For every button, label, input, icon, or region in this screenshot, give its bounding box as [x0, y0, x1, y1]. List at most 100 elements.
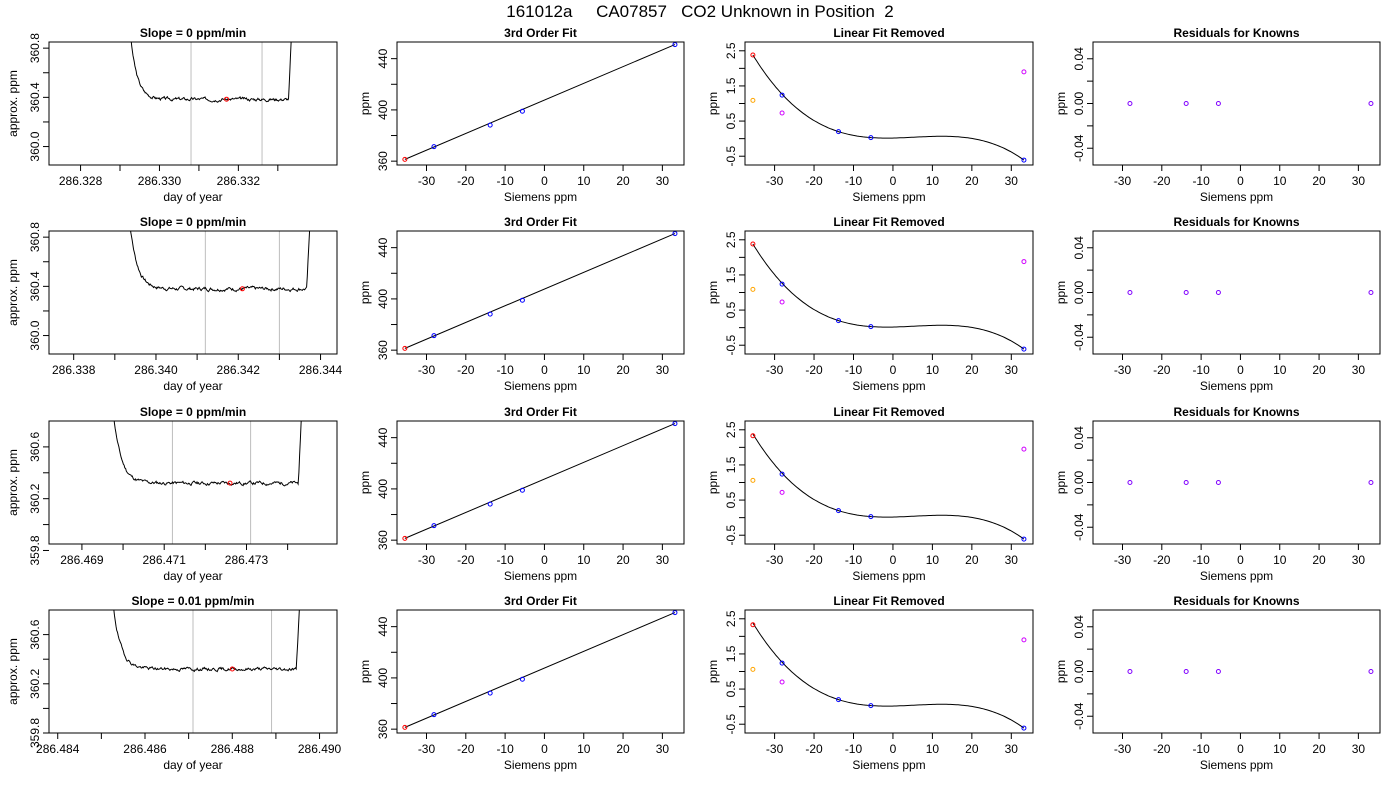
fit-line	[404, 423, 676, 539]
y-tick-label: 440	[376, 48, 390, 68]
x-axis-label: Siemens ppm	[504, 569, 577, 583]
data-point	[1183, 101, 1189, 106]
y-tick-label: 360.8	[28, 33, 42, 63]
y-tick-label: 360	[376, 151, 390, 171]
y-axis-label: ppm	[706, 281, 720, 304]
x-tick-label: -30	[766, 363, 784, 377]
x-tick-label: -10	[845, 174, 863, 188]
x-tick-label: 10	[926, 174, 940, 188]
x-tick-label: -10	[496, 553, 514, 567]
chart-title: 3rd Order Fit	[504, 215, 577, 229]
y-tick-label: 1.5	[724, 645, 738, 662]
data-point	[672, 231, 678, 237]
x-axis-label: day of year	[163, 569, 222, 583]
y-tick-label: -0.5	[724, 714, 738, 735]
data-point	[1127, 669, 1133, 674]
data-point	[1021, 69, 1027, 75]
x-tick-label: 10	[577, 363, 591, 377]
fit-curve	[752, 54, 1025, 161]
y-tick-label: 0.5	[724, 301, 738, 318]
plot-frame	[48, 230, 338, 355]
x-tick-label: -30	[1114, 742, 1132, 756]
y-tick-label: 360	[376, 719, 390, 739]
y-tick-label: 360	[376, 530, 390, 550]
x-tick-label: 286.340	[134, 363, 178, 377]
x-tick-label: 30	[1005, 742, 1019, 756]
plot-frame	[396, 420, 685, 545]
x-tick-label: -20	[805, 553, 823, 567]
x-tick-label: 286.488	[211, 742, 255, 756]
x-tick-label: 0	[541, 742, 548, 756]
chart-panel-knowns-row-3: Residuals for Knowns -30 -20 -10 0 10 20 30 Siem…	[1054, 405, 1381, 583]
fit-curve	[752, 243, 1025, 350]
data-point	[1215, 669, 1221, 674]
data-point	[519, 676, 525, 682]
x-tick-label: 0	[890, 742, 897, 756]
mean-marker	[227, 480, 233, 486]
x-tick-label: 30	[1352, 174, 1366, 188]
chart-title: Linear Fit Removed	[833, 215, 944, 229]
x-tick-label: 20	[616, 553, 630, 567]
y-tick-label: 0.04	[1072, 47, 1086, 71]
x-tick-label: 30	[1352, 553, 1366, 567]
x-tick-label: 0	[890, 553, 897, 567]
plot-area	[130, 231, 311, 354]
data-point	[1021, 725, 1027, 731]
data-point	[1021, 157, 1027, 163]
y-tick-label: 359.8	[28, 718, 42, 748]
chart-title: Residuals for Knowns	[1173, 405, 1299, 419]
data-point	[1021, 259, 1027, 265]
y-tick-label: -0.04	[1072, 323, 1086, 351]
chart-panel-knowns-row-1: Residuals for Knowns -30 -20 -10 0 10 20 30 Siem…	[1054, 26, 1381, 204]
data-point	[1021, 536, 1027, 542]
data-point	[487, 501, 493, 507]
x-tick-label: 10	[1273, 553, 1287, 567]
x-axis-label: Siemens ppm	[1200, 758, 1273, 772]
y-tick-label: 1.5	[724, 456, 738, 473]
plot-area	[1127, 480, 1374, 485]
data-point	[836, 129, 842, 135]
data-point	[750, 52, 756, 58]
y-tick-label: 400	[376, 668, 390, 688]
x-tick-label: 10	[577, 742, 591, 756]
chart-title: Linear Fit Removed	[833, 26, 944, 40]
data-point	[750, 622, 756, 628]
chart-title: Slope = 0.01 ppm/min	[131, 594, 254, 608]
plot-frame	[744, 609, 1034, 734]
x-axis-label: day of year	[163, 758, 222, 772]
x-tick-label: 10	[577, 553, 591, 567]
y-axis-label: approx. ppm	[6, 449, 20, 516]
plot-area	[750, 241, 1027, 352]
plot-frame	[1092, 420, 1381, 545]
fit-curve	[752, 622, 1025, 729]
data-point	[672, 42, 678, 48]
data-point	[750, 97, 756, 103]
x-tick-label: 10	[926, 742, 940, 756]
plot-frame	[48, 420, 338, 545]
plot-area	[1127, 290, 1374, 295]
y-tick-label: -0.04	[1072, 513, 1086, 541]
plot-frame	[1092, 609, 1381, 734]
x-tick-label: 20	[965, 553, 979, 567]
x-tick-label: -30	[1114, 363, 1132, 377]
x-tick-label: 20	[1312, 363, 1326, 377]
y-tick-label: 360	[376, 340, 390, 360]
fit-line	[404, 233, 676, 349]
chart-title: Slope = 0 ppm/min	[140, 26, 246, 40]
chart-title: Slope = 0 ppm/min	[140, 405, 246, 419]
x-tick-label: -30	[418, 553, 436, 567]
x-tick-label: 286.332	[217, 174, 261, 188]
data-point	[750, 666, 756, 672]
y-tick-label: 400	[376, 289, 390, 309]
y-tick-label: -0.5	[724, 335, 738, 356]
data-point	[836, 508, 842, 514]
x-axis-label: Siemens ppm	[1200, 190, 1273, 204]
y-tick-label: 0.00	[1072, 470, 1086, 494]
plot-area	[113, 610, 300, 733]
data-point	[868, 514, 874, 520]
y-tick-label: 2.5	[724, 610, 738, 627]
chart-panel-residual-row-2: Linear Fit Removed -30 -20 -10 0 10 20 30 Siemen…	[706, 215, 1034, 393]
x-tick-label: -30	[1114, 553, 1132, 567]
y-axis-label: approx. ppm	[6, 70, 20, 137]
x-tick-label: -10	[1192, 553, 1210, 567]
